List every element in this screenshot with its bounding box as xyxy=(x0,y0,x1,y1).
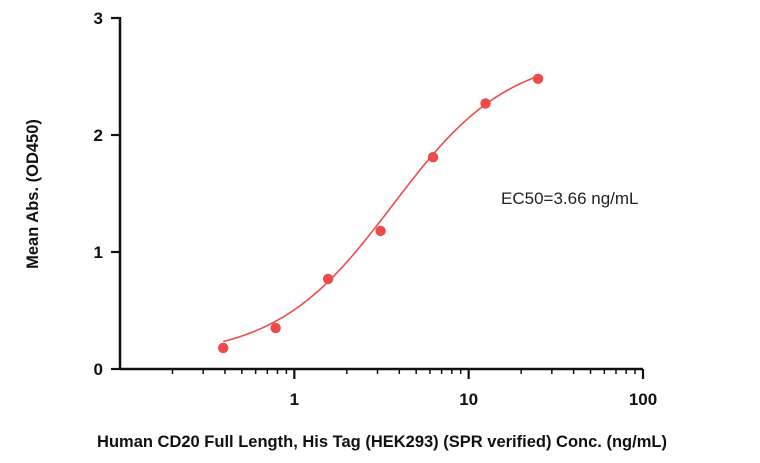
fit-curve xyxy=(223,75,539,343)
y-tick-label: 2 xyxy=(94,126,103,145)
data-point xyxy=(427,152,439,163)
data-point xyxy=(532,73,544,85)
x-tick-label: 10 xyxy=(459,390,478,409)
x-tick-label: 100 xyxy=(629,390,657,409)
y-tick-label: 3 xyxy=(94,9,103,28)
data-point xyxy=(270,322,281,334)
data-point xyxy=(480,98,491,109)
data-point xyxy=(375,225,386,237)
points-layer xyxy=(218,73,544,354)
x-tick-label: 1 xyxy=(290,390,299,409)
data-point xyxy=(322,273,334,285)
y-axis-title: Mean Abs. (OD450) xyxy=(24,119,42,269)
y-tick-label: 1 xyxy=(94,243,103,262)
y-tick-label: 0 xyxy=(94,360,103,379)
labels-layer: Mean Abs. (OD450) Human CD20 Full Length… xyxy=(24,119,667,451)
x-axis-title: Human CD20 Full Length, His Tag (HEK293)… xyxy=(97,433,667,451)
curve-layer xyxy=(223,75,539,343)
axes-layer: 0 1 2 3 1 10 100 xyxy=(94,9,658,409)
ec50-annotation: EC50=3.66 ng/mL xyxy=(501,189,639,208)
data-point xyxy=(218,342,229,354)
